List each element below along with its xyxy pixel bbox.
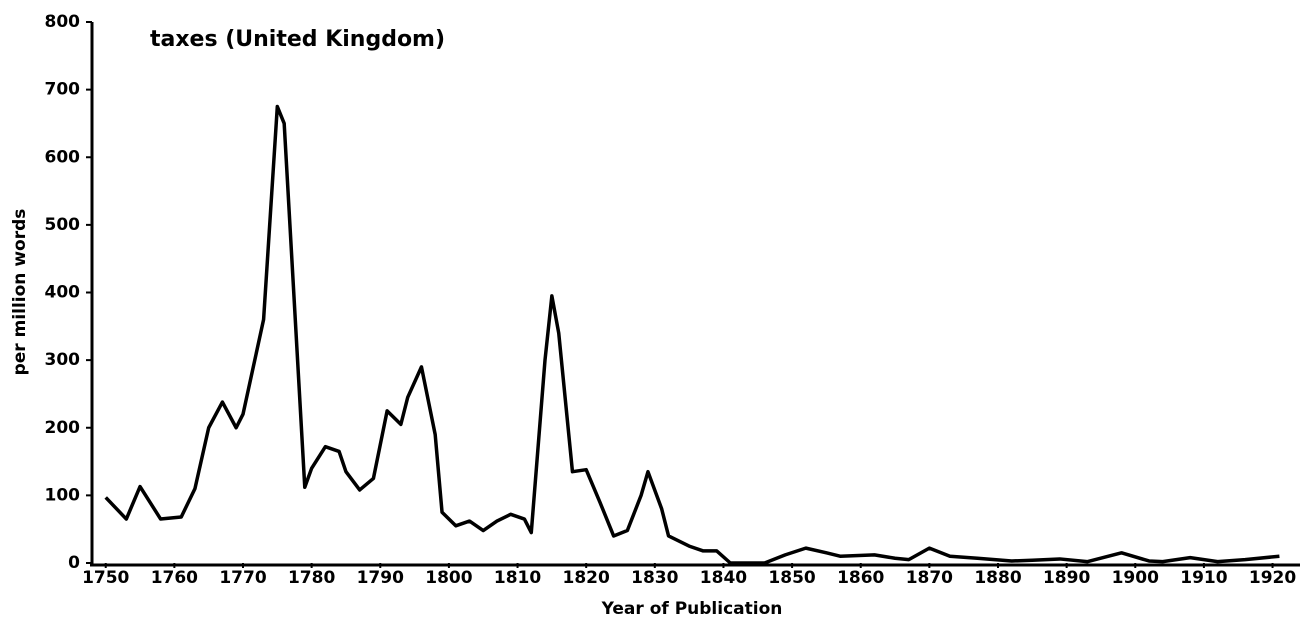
- y-tick-label: 400: [45, 283, 81, 303]
- x-tick-label: 1750: [82, 568, 129, 588]
- y-tick-label: 0: [68, 553, 80, 573]
- x-tick-label: 1770: [219, 568, 266, 588]
- x-tick-label: 1780: [288, 568, 335, 588]
- y-tick-label: 500: [45, 215, 81, 235]
- x-tick-label: 1860: [837, 568, 884, 588]
- x-tick-label: 1820: [563, 568, 610, 588]
- y-tick-label: 700: [45, 80, 81, 100]
- x-tick-label: 1840: [700, 568, 747, 588]
- x-axis-label: Year of Publication: [601, 599, 783, 619]
- x-tick-label: 1880: [974, 568, 1021, 588]
- chart-title: taxes (United Kingdom): [150, 27, 445, 52]
- y-tick-label: 300: [45, 350, 81, 370]
- x-tick-label: 1800: [425, 568, 472, 588]
- x-tick-label: 1870: [906, 568, 953, 588]
- x-tick-label: 1910: [1180, 568, 1227, 588]
- x-tick-label: 1810: [494, 568, 541, 588]
- y-tick-label: 600: [45, 147, 81, 167]
- x-tick-label: 1900: [1112, 568, 1159, 588]
- x-tick-label: 1790: [357, 568, 404, 588]
- y-tick-label: 200: [45, 418, 81, 438]
- y-tick-label: 800: [45, 12, 81, 32]
- x-tick-label: 1830: [631, 568, 678, 588]
- y-axis-label: per million words: [10, 209, 30, 376]
- y-tick-label: 100: [45, 485, 81, 505]
- data-line: [104, 104, 1280, 565]
- x-tick-label: 1850: [768, 568, 815, 588]
- x-tick-label: 1890: [1043, 568, 1090, 588]
- x-tick-label: 1760: [151, 568, 198, 588]
- x-tick-label: 1920: [1249, 568, 1296, 588]
